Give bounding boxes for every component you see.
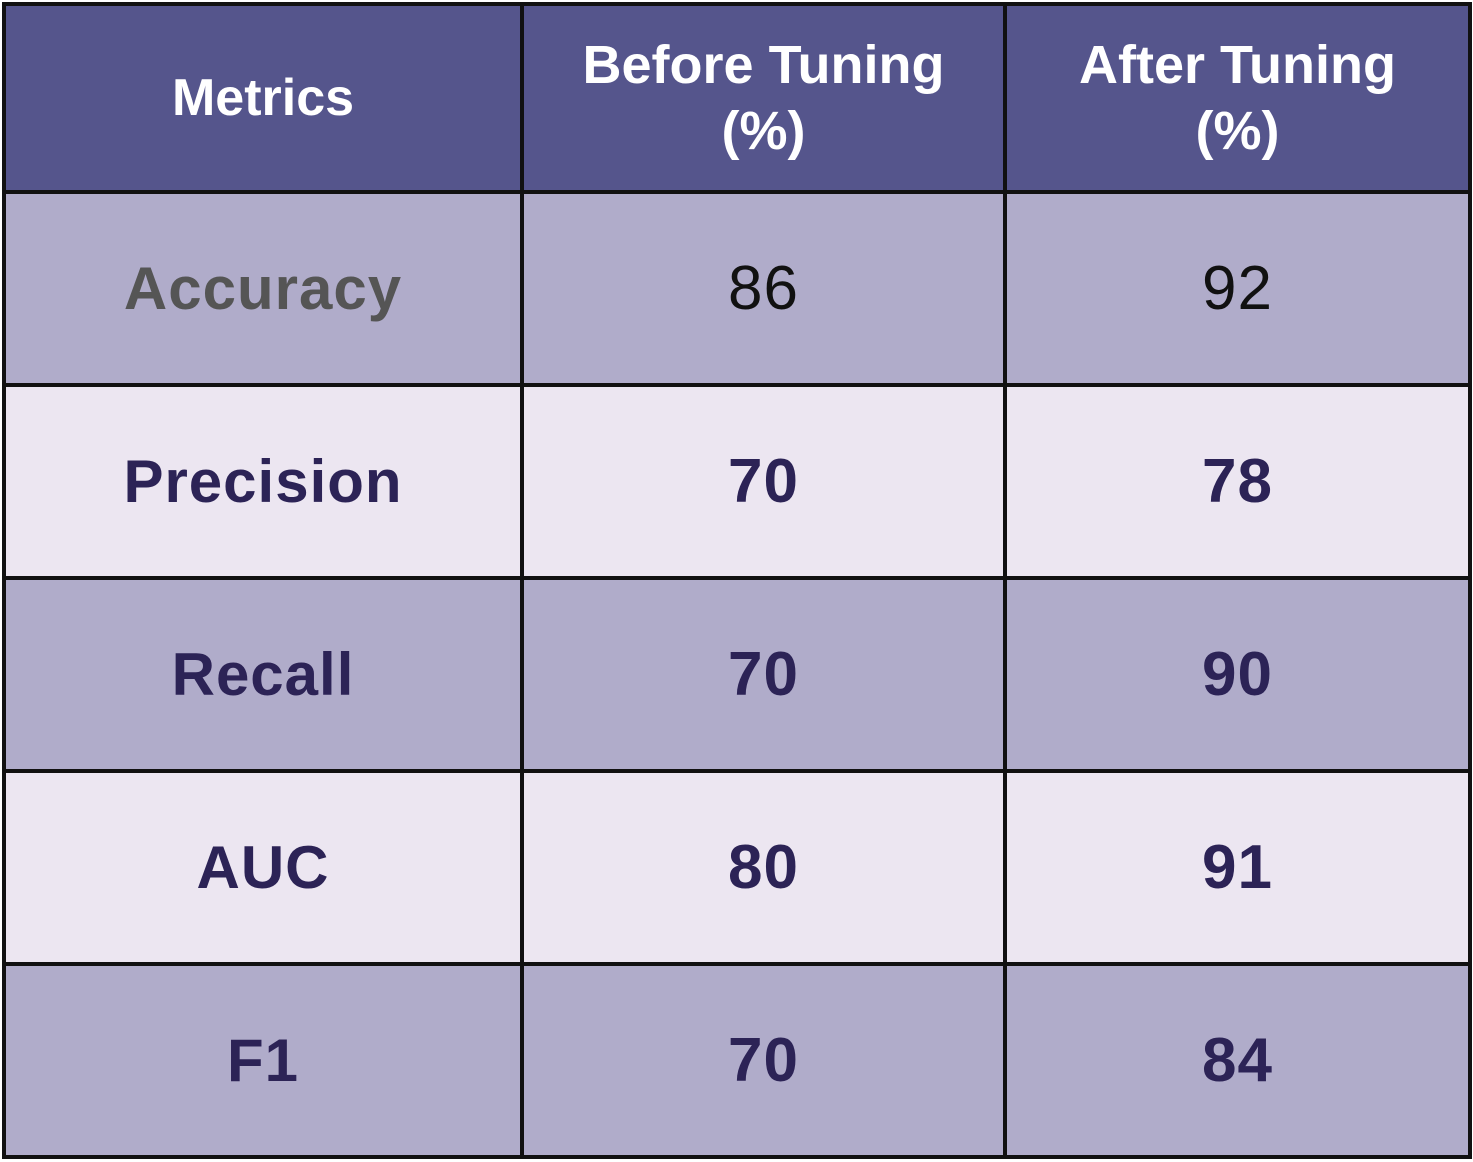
metrics-header-label: Metrics [171,69,355,127]
metric-name-cell: Accuracy [2,190,524,387]
table-row-precision: Precision 70 78 [2,383,1472,580]
after-value-cell: 91 [1003,769,1472,966]
metric-name-cell: Recall [2,576,524,773]
table-row-auc: AUC 80 91 [2,769,1472,966]
after-value-cell: 90 [1003,576,1472,773]
after-value-cell: 92 [1003,190,1472,387]
before-value-cell: 86 [520,190,1007,387]
before-header-line-2: (%) [721,101,806,161]
metric-name-cell: F1 [2,962,524,1159]
before-value-cell: 70 [520,383,1007,580]
table-row-recall: Recall 70 90 [2,576,1472,773]
before-value-cell: 80 [520,769,1007,966]
metric-name-cell: Precision [2,383,524,580]
after-header-line-2: (%) [1195,101,1280,161]
before-value-cell: 70 [520,576,1007,773]
table-row-f1: F1 70 84 [2,962,1472,1159]
before-tuning-column-header: Before Tuning (%) [520,2,1007,194]
after-tuning-column-header: After Tuning (%) [1003,2,1472,194]
after-value-cell: 78 [1003,383,1472,580]
table-header-row: Metrics Before Tuning (%) After Tuning (… [2,2,1472,194]
metric-name-cell: AUC [2,769,524,966]
after-value-cell: 84 [1003,962,1472,1159]
metrics-column-header: Metrics [2,2,524,194]
before-header-line-1: Before Tuning [582,35,945,95]
table-row-accuracy: Accuracy 86 92 [2,190,1472,387]
after-header-line-1: After Tuning [1079,35,1396,95]
before-value-cell: 70 [520,962,1007,1159]
